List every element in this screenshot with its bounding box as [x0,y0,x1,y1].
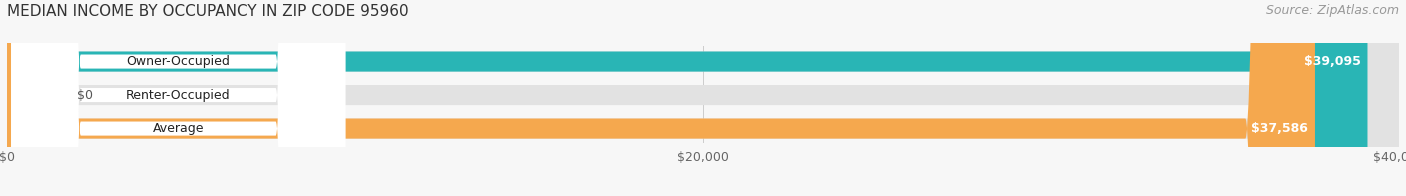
FancyBboxPatch shape [7,0,1315,196]
Text: Average: Average [152,122,204,135]
Text: $37,586: $37,586 [1251,122,1308,135]
FancyBboxPatch shape [11,0,346,196]
FancyBboxPatch shape [0,0,77,196]
Text: $0: $0 [77,89,93,102]
Text: $39,095: $39,095 [1303,55,1361,68]
FancyBboxPatch shape [7,0,1399,196]
Text: Owner-Occupied: Owner-Occupied [127,55,231,68]
FancyBboxPatch shape [7,0,1399,196]
Text: MEDIAN INCOME BY OCCUPANCY IN ZIP CODE 95960: MEDIAN INCOME BY OCCUPANCY IN ZIP CODE 9… [7,4,409,19]
FancyBboxPatch shape [7,0,1368,196]
FancyBboxPatch shape [7,0,1399,196]
FancyBboxPatch shape [11,0,346,196]
FancyBboxPatch shape [11,0,346,196]
Text: Source: ZipAtlas.com: Source: ZipAtlas.com [1265,4,1399,17]
Text: Renter-Occupied: Renter-Occupied [127,89,231,102]
